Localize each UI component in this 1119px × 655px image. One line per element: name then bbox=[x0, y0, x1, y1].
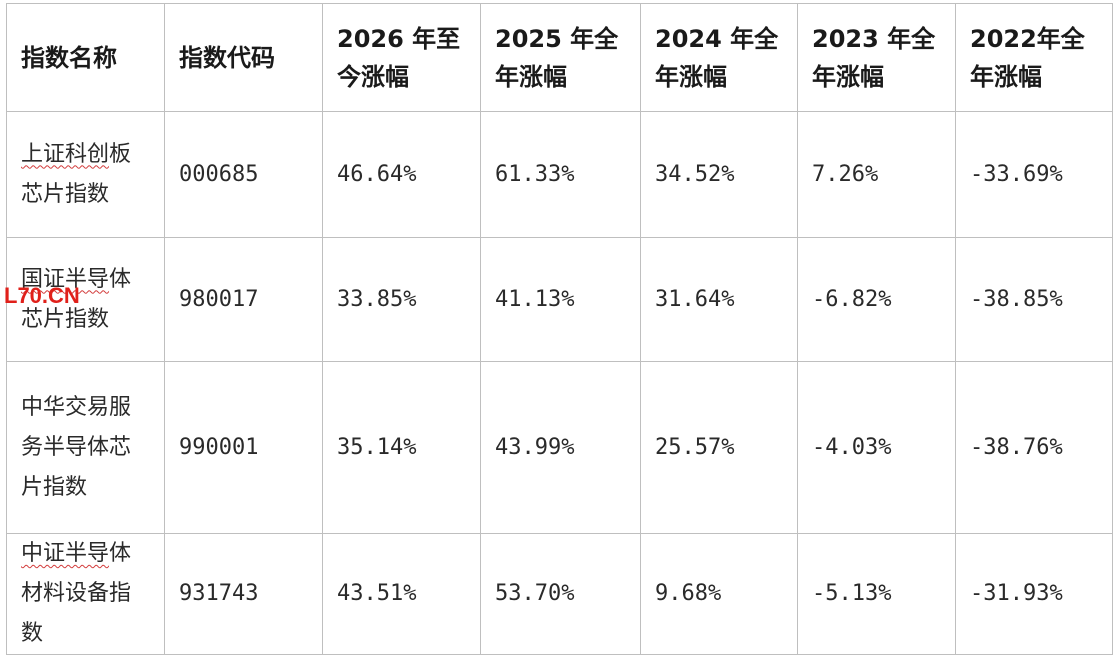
index-code-cell: 990001 bbox=[164, 361, 323, 534]
table-row: 中华交易服务半导体芯片指数 990001 35.14% 43.99% 25.57… bbox=[6, 361, 1113, 534]
header-2025-full-year: 2025 年全年涨幅 bbox=[480, 3, 641, 112]
return-2023-cell: -5.13% bbox=[797, 533, 956, 655]
index-name-cell: 国证半导体芯片指数 bbox=[6, 237, 165, 362]
index-code-cell: 931743 bbox=[164, 533, 323, 655]
header-2023-full-year: 2023 年全年涨幅 bbox=[797, 3, 956, 112]
index-name-underlined: 中证半导 bbox=[21, 541, 110, 566]
return-2022-cell: -38.76% bbox=[955, 361, 1113, 534]
index-code-cell: 000685 bbox=[164, 111, 323, 238]
return-2026-cell: 33.85% bbox=[322, 237, 481, 362]
table-row: 中证半导体材料设备指数 931743 43.51% 53.70% 9.68% -… bbox=[6, 533, 1113, 655]
return-2026-cell: 35.14% bbox=[322, 361, 481, 534]
index-performance-table: 指数名称 指数代码 2026 年至今涨幅 2025 年全年涨幅 2024 年全年… bbox=[6, 3, 1113, 655]
header-row: 指数名称 指数代码 2026 年至今涨幅 2025 年全年涨幅 2024 年全年… bbox=[6, 3, 1113, 112]
return-2024-cell: 34.52% bbox=[640, 111, 798, 238]
index-code-cell: 980017 bbox=[164, 237, 323, 362]
header-2022-full-year: 2022年全年涨幅 bbox=[955, 3, 1113, 112]
table-row: 国证半导体芯片指数 980017 33.85% 41.13% 31.64% -6… bbox=[6, 237, 1113, 362]
header-2024-full-year: 2024 年全年涨幅 bbox=[640, 3, 798, 112]
return-2025-cell: 53.70% bbox=[480, 533, 641, 655]
index-name-rest: 中华交易服务半导体芯片指数 bbox=[21, 394, 132, 500]
return-2024-cell: 31.64% bbox=[640, 237, 798, 362]
index-name-rest: 体芯片指数 bbox=[21, 266, 132, 332]
return-2025-cell: 61.33% bbox=[480, 111, 641, 238]
return-2024-cell: 9.68% bbox=[640, 533, 798, 655]
index-name-cell: 上证科创板芯片指数 bbox=[6, 111, 165, 238]
return-2025-cell: 41.13% bbox=[480, 237, 641, 362]
return-2025-cell: 43.99% bbox=[480, 361, 641, 534]
header-2026-ytd: 2026 年至今涨幅 bbox=[322, 3, 481, 112]
index-name-rest: 体材料设备指数 bbox=[21, 541, 132, 646]
header-index-name: 指数名称 bbox=[6, 3, 165, 112]
index-name-rest: 板芯片指数 bbox=[21, 141, 132, 207]
return-2023-cell: -6.82% bbox=[797, 237, 956, 362]
return-2023-cell: -4.03% bbox=[797, 361, 956, 534]
return-2022-cell: -38.85% bbox=[955, 237, 1113, 362]
header-index-code: 指数代码 bbox=[164, 3, 323, 112]
index-name-underlined: 国证半导 bbox=[21, 266, 110, 292]
index-name-underlined: 上证科创 bbox=[21, 141, 110, 167]
index-name-cell: 中华交易服务半导体芯片指数 bbox=[6, 361, 165, 534]
index-name-cell: 中证半导体材料设备指数 bbox=[6, 533, 165, 655]
return-2024-cell: 25.57% bbox=[640, 361, 798, 534]
return-2026-cell: 46.64% bbox=[322, 111, 481, 238]
return-2026-cell: 43.51% bbox=[322, 533, 481, 655]
return-2022-cell: -31.93% bbox=[955, 533, 1113, 655]
return-2022-cell: -33.69% bbox=[955, 111, 1113, 238]
table-row: 上证科创板芯片指数 000685 46.64% 61.33% 34.52% 7.… bbox=[6, 111, 1113, 238]
return-2023-cell: 7.26% bbox=[797, 111, 956, 238]
